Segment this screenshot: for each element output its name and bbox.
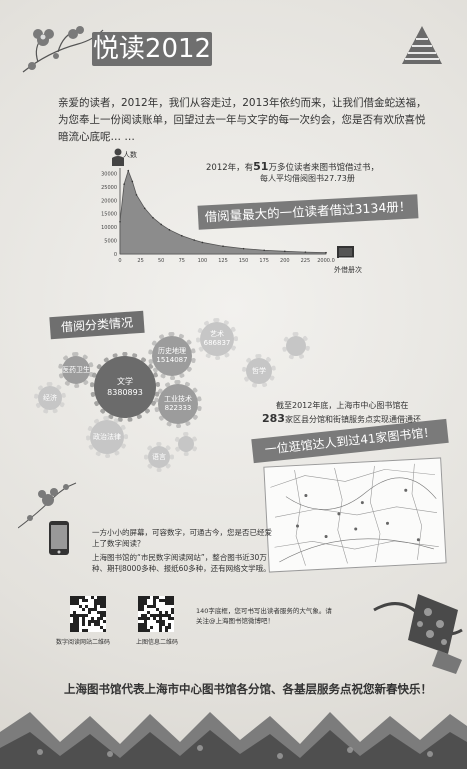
gear-language: 语言 (144, 442, 174, 472)
data-point (304, 251, 307, 253)
flower-decoration-left (18, 482, 77, 529)
digital-reading-details: 上海图书馆的“市民数字阅读网站”，整合图书近30万种、期刊8000多种、报纸60… (92, 553, 271, 573)
data-point (131, 180, 134, 183)
data-point (143, 207, 146, 210)
gear-small-top-right (282, 332, 310, 360)
data-point (160, 223, 162, 226)
lending-distribution-chart: 0 5000 10000 15000 20000 25000 30000 0 25 50 75 100… (101, 168, 335, 264)
x-tick-label: 150 (239, 258, 249, 264)
library-visitor-banner: 一位逛馆达人到过41家图书馆！ (251, 418, 449, 464)
y-tick-label: 20000 (101, 198, 117, 204)
y-tick-label: 25000 (101, 185, 117, 191)
data-point (284, 250, 286, 253)
x-tick-label: 0 (118, 258, 121, 264)
qr-code-label: 上图信息二维码 (136, 639, 179, 646)
library-logo-icon (402, 26, 442, 64)
library-network-line2: 283家区县分馆和街镇服务点实现通借通还 (262, 412, 421, 425)
book-icon (337, 246, 354, 259)
x-tick-label: 50 (158, 258, 164, 264)
page-title: 悦读2012 (92, 32, 212, 66)
data-point (123, 183, 125, 185)
data-point (193, 239, 195, 241)
person-icon (112, 148, 124, 166)
x-tick-label: 75 (179, 258, 185, 264)
gear-history-geography: 历史地理 1514087 (148, 332, 196, 380)
data-point (222, 245, 224, 248)
shanghai-map (263, 457, 447, 573)
data-point (119, 220, 121, 223)
y-tick-label: 0 (114, 252, 117, 258)
x-tick-label: 200 (280, 258, 290, 264)
weibo-note: 140字底框，您可书写出读者服务的大气象。请关注@上海图书馆微博吧！ (196, 607, 332, 625)
library-network-line1: 截至2012年底，上海市中心图书馆在 (276, 401, 409, 410)
data-point (135, 194, 138, 196)
average-stat: 每人平均借阅图书27.73册 (260, 174, 355, 183)
gear-medicine: 医药卫生 (58, 352, 94, 388)
bottom-pattern-decoration (0, 712, 467, 769)
readers-stat: 2012年，有51万多位读者来图书馆借过书， (206, 160, 379, 173)
data-point (201, 241, 204, 244)
data-point (127, 169, 130, 172)
qr-code-label: 数字阅读网站二维码 (56, 639, 111, 646)
data-point (181, 234, 183, 237)
data-point (168, 229, 171, 231)
x-tick-label: 2000.0 (317, 258, 335, 264)
y-axis-label: 人数 (123, 151, 137, 159)
data-point (242, 247, 245, 250)
data-point (325, 251, 327, 254)
snake-decoration (373, 594, 463, 674)
data-point (263, 249, 265, 252)
qr-code-icon[interactable] (70, 596, 106, 632)
x-tick-label: 100 (198, 258, 208, 264)
y-tick-label: 10000 (101, 225, 117, 231)
data-point (152, 216, 154, 219)
x-tick-label: 125 (218, 258, 228, 264)
x-tick-label: 25 (137, 258, 143, 264)
flower-decoration (22, 26, 104, 73)
category-banner: 借阅分类情况 (49, 310, 145, 340)
gear-economy: 经济 (34, 382, 66, 414)
gear-literature: 文学 8380893 (90, 352, 160, 422)
gear-industrial-tech: 工业技术 822333 (154, 380, 202, 428)
x-axis-label: 外借册次 (334, 266, 362, 274)
phone-icon (49, 521, 69, 555)
y-tick-label: 15000 (101, 212, 117, 218)
new-year-greeting: 上海图书馆代表上海市中心图书馆各分馆、各基层服务点祝您新春快乐！ (64, 682, 432, 696)
x-tick-label: 175 (259, 258, 269, 264)
x-tick-label: 225 (301, 258, 311, 264)
qr-code-icon[interactable] (138, 596, 174, 632)
gear-philosophy: 哲学 (242, 354, 276, 388)
digital-reading-intro: 一方小小的屏幕，可容数字，可通古今，您是否已经爱上了数字阅读？ (92, 528, 272, 548)
y-tick-label: 30000 (101, 171, 117, 177)
y-tick-label: 5000 (104, 239, 117, 245)
gear-politics-law: 政治法律 (86, 416, 128, 458)
intro-paragraph: 亲爱的读者，2012年，我们从容走过，2013年依约而来，让我们借金蛇送福，为您… (58, 97, 427, 143)
gear-general (174, 432, 198, 456)
gear-art: 艺术 686837 (196, 318, 238, 360)
